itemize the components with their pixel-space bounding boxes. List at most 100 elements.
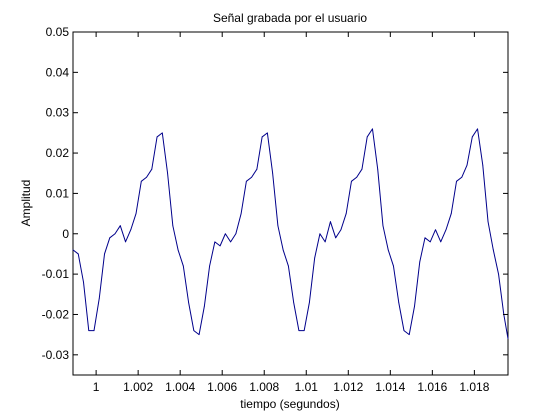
signal-point bbox=[245, 180, 247, 182]
x-tick-label: 1.008 bbox=[249, 380, 279, 394]
signal-point bbox=[282, 249, 284, 251]
signal-point bbox=[351, 180, 352, 182]
signal-point bbox=[335, 237, 337, 239]
x-axis-label: tiempo (segundos) bbox=[240, 397, 339, 411]
signal-point bbox=[146, 176, 147, 178]
signal-point bbox=[119, 225, 121, 227]
signal-point bbox=[240, 213, 242, 214]
signal-point bbox=[104, 253, 105, 255]
signal-point bbox=[450, 213, 452, 214]
signal-point bbox=[98, 297, 100, 299]
signal-point bbox=[261, 136, 263, 138]
signal-point bbox=[293, 301, 295, 303]
signal-point bbox=[477, 128, 478, 130]
signal-point bbox=[83, 281, 84, 283]
signal-point bbox=[77, 253, 79, 255]
signal-point bbox=[251, 176, 253, 178]
signal-point bbox=[419, 261, 421, 263]
x-tick-label: 1.014 bbox=[375, 380, 405, 394]
x-tick-label: 1.016 bbox=[417, 380, 447, 394]
signal-point bbox=[361, 168, 363, 170]
signal-point bbox=[235, 233, 237, 235]
y-ticks: -0.03 -0.02 -0.01 0 0.01 0.02 0.03 0.04 0.05 bbox=[42, 25, 508, 362]
signal-point bbox=[203, 306, 205, 307]
signal-point bbox=[266, 132, 268, 134]
signal-point bbox=[487, 221, 489, 223]
x-tick-label: 1.006 bbox=[207, 380, 237, 394]
signal-point bbox=[114, 233, 116, 235]
signal-point bbox=[482, 164, 484, 166]
signal-point bbox=[93, 330, 95, 332]
y-tick-label: -0.01 bbox=[42, 267, 70, 281]
signal-point bbox=[172, 225, 174, 227]
x-tick-label: 1.01 bbox=[295, 380, 319, 394]
signal-point bbox=[340, 229, 342, 231]
signal-point bbox=[109, 237, 111, 239]
signal-point bbox=[230, 241, 232, 243]
signal-point bbox=[277, 225, 279, 227]
x-tick-label: 1.018 bbox=[459, 380, 489, 394]
signal-point bbox=[377, 168, 379, 170]
signal-point bbox=[214, 241, 216, 243]
y-tick-label: 0.02 bbox=[46, 146, 70, 160]
y-tick-label: 0.04 bbox=[46, 65, 70, 79]
signal-point bbox=[398, 301, 400, 303]
x-tick-label: 1.012 bbox=[333, 380, 363, 394]
x-ticks: 1 1.002 1.004 1.006 1.008 1.01 1.012 1.014 1.016… bbox=[93, 32, 490, 394]
signal-point bbox=[387, 249, 389, 251]
signal-line bbox=[72, 128, 509, 339]
x-tick-label: 1 bbox=[93, 380, 100, 394]
y-tick-label: 0 bbox=[62, 227, 69, 241]
signal-point bbox=[319, 233, 321, 235]
signal-point bbox=[167, 172, 168, 174]
chart-title: Señal grabada por el usuario bbox=[213, 11, 367, 25]
y-tick-label: -0.02 bbox=[42, 307, 70, 321]
series-group bbox=[72, 128, 509, 340]
signal-point bbox=[393, 265, 394, 267]
signal-point bbox=[135, 213, 137, 214]
y-tick-label: 0.03 bbox=[46, 106, 70, 120]
signal-point bbox=[456, 180, 457, 182]
signal-point bbox=[298, 330, 300, 332]
signal-point bbox=[356, 176, 358, 178]
signal-point bbox=[445, 229, 447, 231]
signal-point bbox=[382, 225, 384, 227]
signal-point bbox=[161, 132, 163, 134]
signal-point bbox=[72, 249, 74, 251]
signal-point bbox=[435, 229, 436, 231]
signal-point bbox=[303, 330, 305, 332]
y-axis-label: Amplitud bbox=[19, 180, 33, 227]
signal-point bbox=[330, 221, 331, 223]
signal-point bbox=[219, 245, 221, 247]
signal-point bbox=[345, 213, 347, 214]
signal-point bbox=[156, 136, 158, 138]
signal-point bbox=[182, 265, 184, 267]
signal-point bbox=[314, 257, 316, 259]
signal-point bbox=[256, 168, 258, 170]
x-tick-label: 1.002 bbox=[123, 380, 153, 394]
signal-point bbox=[193, 330, 195, 332]
y-tick-label: -0.03 bbox=[42, 348, 70, 362]
signal-point bbox=[188, 301, 189, 303]
signal-point bbox=[177, 249, 179, 251]
signal-point bbox=[403, 330, 405, 332]
signal-point bbox=[288, 265, 289, 267]
signal-point bbox=[424, 237, 426, 239]
signal-point bbox=[209, 265, 210, 267]
signal-point bbox=[408, 334, 410, 336]
y-tick-label: 0.01 bbox=[46, 186, 70, 200]
signal-point bbox=[498, 273, 499, 275]
signal-point bbox=[125, 241, 126, 243]
signal-point bbox=[507, 338, 509, 340]
x-tick-label: 1.004 bbox=[165, 380, 195, 394]
signal-point bbox=[151, 168, 153, 170]
plot-area bbox=[72, 31, 509, 376]
y-tick-label: 0.05 bbox=[46, 25, 70, 39]
signal-point bbox=[461, 176, 463, 178]
signal-point bbox=[466, 164, 468, 166]
signal-point bbox=[272, 172, 274, 174]
signal-point bbox=[440, 241, 442, 243]
signal-point bbox=[309, 301, 310, 303]
signal-point bbox=[372, 128, 373, 130]
